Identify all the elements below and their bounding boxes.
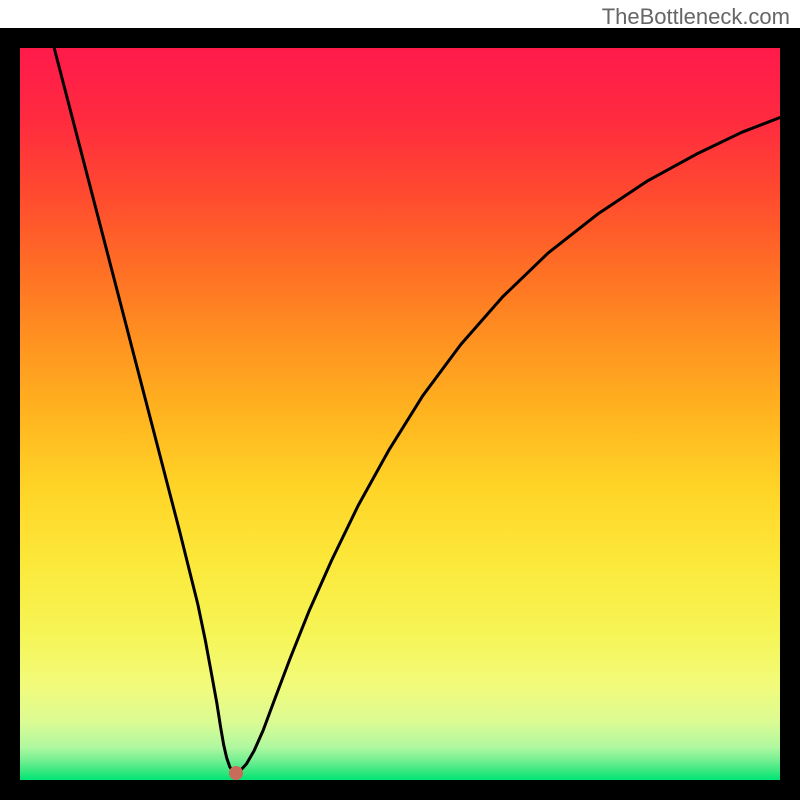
bottleneck-curve	[20, 48, 780, 780]
minimum-marker-dot	[229, 766, 243, 780]
frame-right	[780, 28, 800, 800]
watermark-text: TheBottleneck.com	[602, 4, 790, 30]
frame-bottom	[0, 780, 800, 800]
frame-left	[0, 28, 20, 800]
frame-top	[0, 28, 800, 48]
chart-container: TheBottleneck.com	[0, 0, 800, 800]
plot-area	[20, 48, 780, 780]
